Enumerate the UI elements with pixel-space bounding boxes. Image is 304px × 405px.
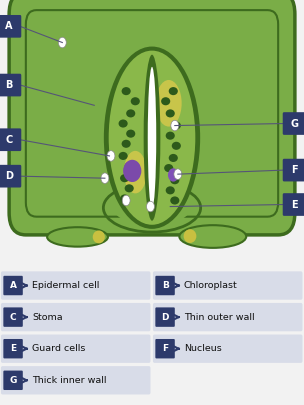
- Ellipse shape: [122, 140, 131, 148]
- FancyBboxPatch shape: [1, 271, 150, 300]
- FancyBboxPatch shape: [153, 335, 302, 363]
- Ellipse shape: [47, 227, 108, 247]
- Ellipse shape: [161, 97, 170, 105]
- FancyBboxPatch shape: [3, 307, 23, 327]
- Ellipse shape: [123, 160, 141, 182]
- FancyBboxPatch shape: [153, 271, 302, 300]
- Ellipse shape: [105, 47, 199, 228]
- Ellipse shape: [103, 183, 201, 232]
- Text: C: C: [5, 135, 13, 145]
- Ellipse shape: [122, 87, 131, 95]
- FancyBboxPatch shape: [0, 15, 21, 38]
- Ellipse shape: [172, 142, 181, 150]
- Ellipse shape: [125, 184, 134, 192]
- Ellipse shape: [124, 151, 147, 193]
- Text: A: A: [5, 21, 13, 31]
- Ellipse shape: [170, 176, 179, 184]
- Ellipse shape: [164, 164, 173, 172]
- FancyBboxPatch shape: [3, 339, 23, 358]
- Text: Epidermal cell: Epidermal cell: [32, 281, 99, 290]
- FancyBboxPatch shape: [3, 276, 23, 295]
- FancyBboxPatch shape: [9, 0, 295, 235]
- FancyBboxPatch shape: [1, 335, 150, 363]
- Ellipse shape: [169, 87, 178, 95]
- Text: Thick inner wall: Thick inner wall: [32, 376, 106, 385]
- Text: B: B: [162, 281, 168, 290]
- Text: G: G: [291, 119, 299, 128]
- Text: E: E: [292, 200, 298, 209]
- FancyBboxPatch shape: [155, 339, 175, 358]
- Circle shape: [107, 151, 115, 161]
- Text: Thin outer wall: Thin outer wall: [184, 313, 254, 322]
- FancyBboxPatch shape: [155, 276, 175, 295]
- Ellipse shape: [170, 196, 179, 205]
- Text: F: F: [162, 344, 168, 353]
- FancyBboxPatch shape: [283, 159, 304, 181]
- Text: A: A: [9, 281, 17, 290]
- Circle shape: [171, 120, 179, 131]
- FancyBboxPatch shape: [153, 303, 302, 331]
- Circle shape: [58, 37, 66, 48]
- Ellipse shape: [166, 186, 175, 194]
- FancyBboxPatch shape: [283, 193, 304, 216]
- Ellipse shape: [156, 80, 182, 126]
- Text: Stoma: Stoma: [32, 313, 63, 322]
- Ellipse shape: [120, 174, 129, 182]
- FancyBboxPatch shape: [0, 74, 21, 96]
- Ellipse shape: [126, 130, 135, 138]
- Text: D: D: [161, 313, 169, 322]
- Text: G: G: [9, 376, 17, 385]
- Text: E: E: [10, 344, 16, 353]
- Text: Chloroplast: Chloroplast: [184, 281, 238, 290]
- Circle shape: [174, 169, 182, 179]
- Ellipse shape: [109, 51, 195, 225]
- Text: C: C: [10, 313, 16, 322]
- Ellipse shape: [125, 162, 134, 170]
- Ellipse shape: [119, 119, 128, 128]
- Ellipse shape: [168, 168, 178, 182]
- Circle shape: [101, 173, 109, 183]
- Ellipse shape: [166, 109, 175, 117]
- Ellipse shape: [93, 230, 105, 243]
- FancyBboxPatch shape: [155, 307, 175, 327]
- Ellipse shape: [112, 187, 192, 226]
- Circle shape: [122, 195, 130, 206]
- Text: Nucleus: Nucleus: [184, 344, 222, 353]
- Ellipse shape: [120, 194, 129, 202]
- Ellipse shape: [169, 154, 178, 162]
- Ellipse shape: [148, 67, 156, 209]
- Circle shape: [147, 201, 154, 212]
- FancyBboxPatch shape: [283, 112, 304, 135]
- Ellipse shape: [184, 229, 196, 243]
- Ellipse shape: [126, 109, 135, 117]
- Text: B: B: [5, 80, 13, 90]
- Ellipse shape: [166, 132, 175, 140]
- Ellipse shape: [179, 225, 246, 248]
- Ellipse shape: [131, 97, 140, 105]
- Text: Guard cells: Guard cells: [32, 344, 85, 353]
- Ellipse shape: [119, 152, 128, 160]
- FancyBboxPatch shape: [0, 128, 21, 151]
- FancyBboxPatch shape: [0, 165, 21, 188]
- FancyBboxPatch shape: [1, 366, 150, 394]
- FancyBboxPatch shape: [1, 303, 150, 331]
- Text: D: D: [5, 171, 13, 181]
- Ellipse shape: [172, 122, 181, 130]
- FancyBboxPatch shape: [3, 371, 23, 390]
- Ellipse shape: [143, 55, 161, 221]
- Text: F: F: [292, 165, 298, 175]
